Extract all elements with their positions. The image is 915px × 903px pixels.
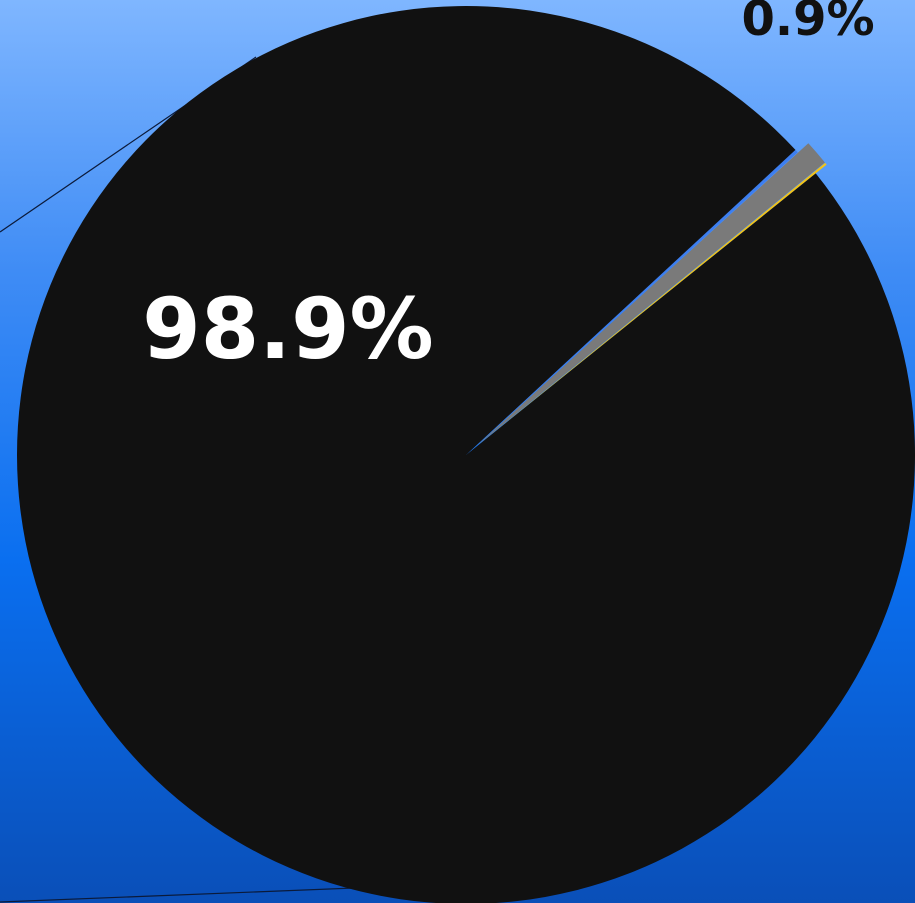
pie-slice-2: [476, 143, 825, 446]
slice-label-main: 98.9%: [142, 280, 433, 378]
pie-slice-3: [476, 162, 827, 447]
pie-slices: [17, 5, 915, 903]
slice-label-minor: 0.9%: [741, 0, 874, 47]
pie-labels: 98.9% 0.9%: [142, 0, 874, 378]
pie-slice-0: [17, 5, 915, 903]
pie-slice-1: [466, 149, 798, 455]
